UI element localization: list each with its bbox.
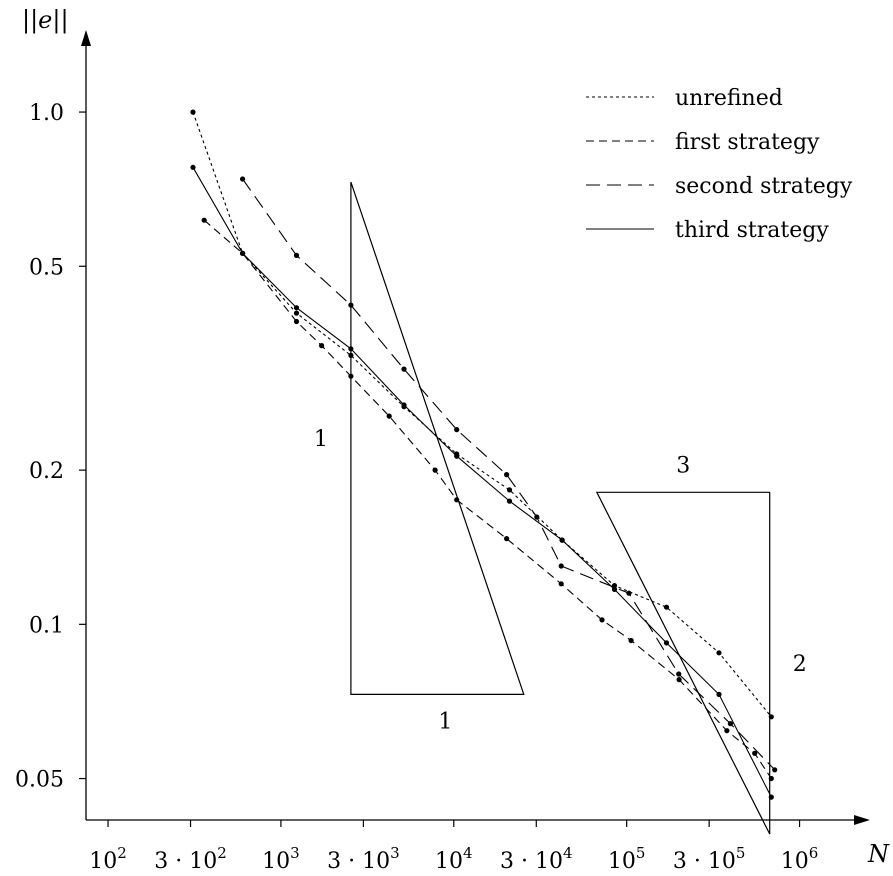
slope-triangle-1-vertical-label: 1 — [314, 427, 328, 452]
data-point — [293, 310, 300, 316]
data-point — [772, 767, 778, 773]
data-point — [201, 217, 207, 223]
slope-triangle-2-horizontal-label: 3 — [676, 453, 690, 478]
data-series — [190, 109, 778, 800]
data-point — [386, 413, 392, 419]
data-point — [611, 583, 618, 589]
data-point — [506, 498, 513, 504]
data-point — [293, 318, 300, 325]
data-point — [768, 714, 774, 720]
legend-label-first-strategy: first strategy — [675, 130, 820, 155]
data-point — [611, 586, 618, 593]
data-point — [768, 775, 774, 782]
y-tick-label: 0.05 — [15, 768, 64, 793]
data-point — [240, 250, 246, 256]
y-tick-label: 0.2 — [29, 459, 64, 484]
data-point — [504, 536, 510, 542]
data-point — [676, 677, 682, 683]
slope-triangle-1 — [350, 181, 525, 695]
x-tick-label: 105 — [608, 844, 646, 874]
x-tick-label: 3 · 104 — [500, 844, 573, 874]
legend: unrefined first strategy second strategy th… — [586, 86, 853, 243]
data-point — [401, 366, 407, 372]
y-tick-label: 0.1 — [29, 613, 64, 638]
series-line-unrefined — [192, 111, 772, 718]
data-point — [319, 343, 325, 349]
y-axis-arrow — [81, 30, 91, 46]
data-point — [716, 691, 722, 698]
series-line-second-strategy — [242, 178, 776, 771]
data-point — [190, 109, 196, 115]
x-tick-label: 106 — [781, 844, 819, 874]
data-point — [348, 346, 354, 352]
x-tick-label: 102 — [89, 844, 127, 874]
data-point — [293, 305, 300, 311]
series-line-first-strategy — [203, 219, 772, 779]
data-point — [348, 373, 354, 379]
data-point — [768, 794, 774, 800]
series-unrefined — [190, 109, 774, 720]
data-point — [454, 453, 460, 459]
x-tick-label: 103 — [262, 844, 300, 874]
data-point — [716, 650, 722, 656]
data-point — [663, 604, 670, 610]
x-tick-label: 3 · 105 — [673, 844, 746, 874]
data-point — [724, 728, 730, 734]
data-point — [454, 497, 460, 503]
legend-label-second-strategy: second strategy — [675, 174, 853, 199]
data-point — [559, 537, 565, 543]
data-point — [401, 402, 407, 408]
data-point — [752, 750, 758, 756]
data-point — [506, 487, 513, 493]
data-point — [504, 472, 510, 478]
data-point — [534, 514, 540, 520]
legend-label-unrefined: unrefined — [675, 86, 783, 111]
data-point — [348, 302, 354, 308]
data-point — [293, 252, 300, 258]
x-tick-label: 3 · 102 — [154, 844, 227, 874]
data-point — [663, 640, 670, 646]
slope-triangle-2 — [595, 491, 771, 835]
data-point — [348, 352, 354, 358]
y-axis-title: ||e|| — [22, 6, 69, 35]
slope-triangle-2-vertical-label: 2 — [793, 652, 807, 677]
data-point — [599, 617, 605, 623]
series-line-third-strategy — [192, 167, 772, 798]
data-point — [190, 164, 196, 170]
series-second-strategy — [240, 176, 778, 773]
x-axis-arrow — [854, 815, 870, 825]
series-third-strategy — [190, 164, 774, 800]
data-point — [240, 176, 246, 182]
x-tick-label: 3 · 103 — [327, 844, 400, 874]
axes-layer: 102 3 · 102 103 3 · 103 104 3 · 104 105 3 · 105… — [15, 6, 890, 874]
data-point — [558, 563, 564, 569]
y-tick-label: 1.0 — [29, 101, 64, 126]
data-point — [558, 581, 564, 587]
slope-triangles: 1 1 3 2 — [314, 181, 807, 835]
series-first-strategy — [201, 217, 774, 782]
slope-triangle-1-horizontal-label: 1 — [438, 709, 452, 734]
data-point — [727, 721, 734, 727]
data-point — [454, 427, 460, 433]
data-point — [432, 467, 438, 473]
data-point — [676, 671, 682, 677]
y-tick-label: 0.5 — [29, 255, 64, 280]
x-tick-label: 104 — [435, 844, 473, 874]
data-point — [626, 590, 632, 596]
legend-label-third-strategy: third strategy — [675, 218, 829, 243]
x-axis-title: N — [867, 840, 890, 868]
data-point — [628, 637, 634, 644]
